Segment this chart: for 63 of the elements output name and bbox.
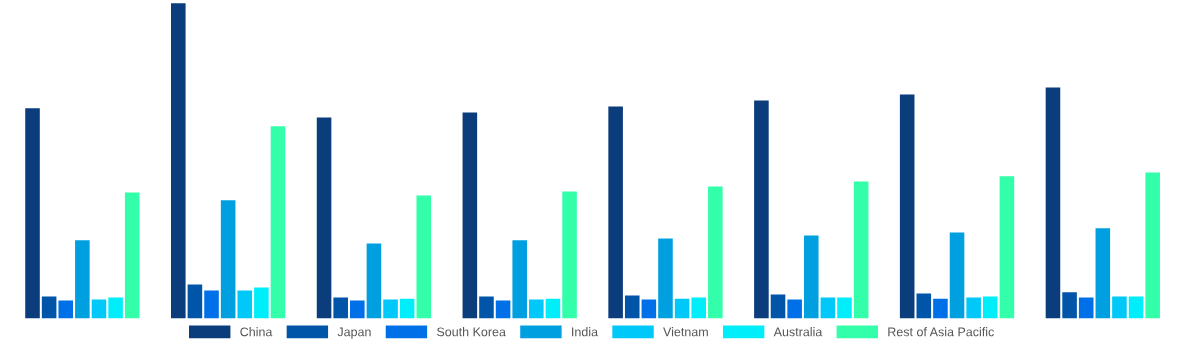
legend-label: Rest of Asia Pacific (888, 327, 994, 337)
bar (1045, 87, 1061, 319)
bar (124, 192, 140, 319)
bar (708, 186, 723, 319)
bar (949, 232, 965, 319)
bar (916, 293, 932, 319)
bar (933, 298, 948, 319)
bar (220, 200, 236, 319)
bar (254, 287, 269, 319)
legend-label: India (572, 327, 599, 337)
bar (624, 295, 640, 319)
bar (237, 290, 253, 319)
bar (754, 100, 769, 319)
bar (770, 294, 786, 319)
bar (853, 181, 869, 319)
bar (270, 126, 286, 319)
legend-label: Vietnam (663, 327, 708, 337)
bar (674, 298, 690, 319)
bar (58, 300, 74, 319)
bar (41, 296, 57, 319)
bar (383, 299, 398, 319)
bar (495, 300, 511, 319)
bar (416, 195, 432, 319)
bar (641, 299, 657, 319)
bar (350, 300, 365, 319)
bar (999, 176, 1015, 319)
bar (204, 290, 219, 319)
bar (562, 191, 577, 319)
bar (316, 117, 332, 319)
bar (462, 112, 478, 319)
bar (479, 296, 494, 319)
bar (529, 299, 544, 319)
bar (1145, 172, 1160, 319)
bar (1112, 296, 1127, 319)
legend-label: China (240, 327, 273, 337)
bar (803, 235, 819, 319)
bar (608, 106, 623, 319)
bar (899, 94, 915, 319)
bar (512, 240, 527, 319)
bar (1062, 292, 1077, 319)
bar (1128, 296, 1144, 319)
bar (75, 240, 90, 319)
bar (820, 297, 836, 319)
legend-label: Japan (337, 327, 371, 339)
bar (399, 298, 415, 319)
legend-label: South Korea (437, 327, 506, 337)
bar (1095, 228, 1111, 319)
bar (966, 297, 981, 319)
bar (982, 296, 998, 319)
bar (658, 238, 673, 319)
bar (787, 299, 802, 319)
bar (545, 298, 561, 319)
bar (91, 299, 107, 319)
legend-label: Australia (773, 327, 823, 337)
bar (171, 3, 186, 319)
bar (691, 297, 707, 319)
bar (187, 284, 203, 319)
bar (25, 108, 40, 319)
bar (837, 297, 852, 319)
bar (333, 297, 348, 319)
bar (366, 243, 382, 319)
bar (1078, 297, 1094, 319)
bar (108, 297, 123, 319)
